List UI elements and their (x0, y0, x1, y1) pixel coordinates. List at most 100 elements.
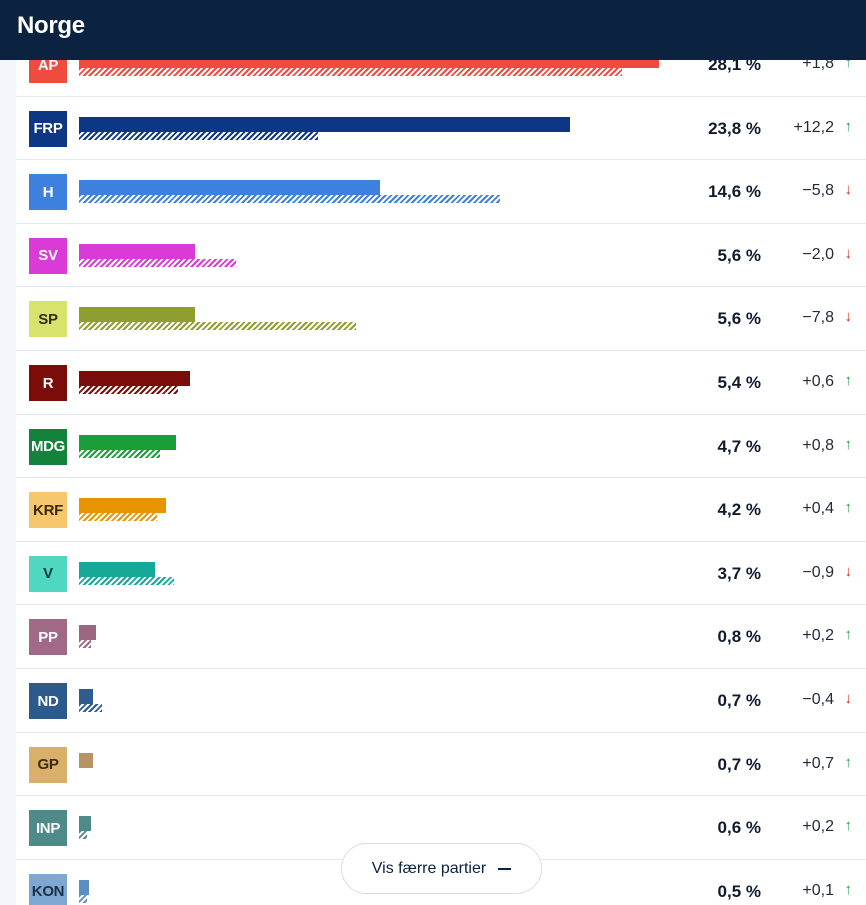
change-value: +0,1 (802, 881, 834, 899)
party-row-gp: GP 0,7 % +0,7 ↑ (16, 733, 866, 797)
arrow-up-icon: ↑ (844, 817, 853, 835)
current-result-bar (79, 816, 92, 832)
change-value: +12,2 (793, 118, 834, 136)
current-result-bar (79, 625, 96, 641)
party-row-krf: KRF 4,2 % +0,4 ↑ (16, 478, 866, 542)
party-bars (79, 307, 719, 333)
party-bars (79, 371, 719, 397)
party-bars (79, 816, 719, 842)
arrow-down-icon: ↓ (844, 562, 853, 580)
change-value: +0,2 (802, 627, 834, 645)
party-bars (79, 561, 719, 588)
party-badge: KRF (29, 492, 67, 529)
party-row-pp: PP 0,8 % +0,2 ↑ (16, 605, 866, 669)
change-value: −2,0 (802, 245, 834, 263)
vote-percent: 0,7 % (717, 754, 761, 774)
arrow-down-icon: ↓ (844, 308, 853, 326)
party-badge: H (29, 174, 67, 211)
previous-result-bar (79, 68, 622, 76)
party-row-r: R 5,4 % +0,6 ↑ (16, 351, 866, 415)
party-row-sp: SP 5,6 % −7,8 ↓ (16, 287, 866, 351)
party-badge: ND (29, 683, 67, 719)
party-badge: R (29, 365, 67, 401)
previous-result-bar (79, 322, 356, 331)
party-badge: MDG (29, 428, 67, 465)
party-bars (79, 752, 719, 779)
previous-result-bar (79, 258, 236, 267)
current-result-bar (79, 879, 90, 895)
arrow-up-icon: ↑ (844, 753, 853, 771)
party-badge: GP (29, 746, 67, 783)
vote-percent: 4,7 % (717, 436, 761, 456)
vote-percent: 4,2 % (717, 500, 761, 520)
party-bars (79, 116, 719, 143)
previous-result-bar (79, 894, 88, 903)
party-row-kon: KON 0,5 % +0,1 ↑ (16, 860, 866, 905)
current-result-bar (79, 116, 571, 132)
current-result-bar (79, 689, 94, 704)
party-bars (79, 180, 719, 206)
party-badge: SP (29, 301, 67, 338)
arrow-up-icon: ↑ (844, 372, 853, 389)
current-result-bar (79, 561, 156, 577)
arrow-up-icon: ↑ (844, 435, 853, 453)
previous-result-bar (79, 195, 501, 204)
party-bars (79, 689, 719, 715)
vote-percent: 0,6 % (717, 818, 761, 838)
current-result-bar (79, 180, 381, 196)
party-row-frp: FRP 23,8 % +12,2 ↑ (16, 97, 866, 161)
current-result-bar (79, 434, 177, 450)
arrow-up-icon: ↑ (844, 880, 853, 898)
previous-result-bar (79, 831, 88, 840)
change-value: −0,9 (802, 563, 834, 581)
current-result-bar (79, 371, 191, 386)
arrow-up-icon: ↑ (844, 499, 853, 517)
show-fewer-parties-button[interactable]: Vis færre partier (341, 843, 542, 894)
show-fewer-parties-label: Vis færre partier (371, 859, 487, 877)
party-badge: KON (29, 873, 67, 905)
change-value: +0,8 (802, 436, 834, 454)
party-bars (79, 879, 719, 905)
previous-result-bar (79, 131, 319, 140)
party-badge: SV (29, 237, 67, 274)
previous-result-bar (79, 576, 174, 585)
party-bars (79, 434, 719, 461)
previous-result-bar (79, 386, 179, 394)
current-result-bar (79, 498, 166, 514)
party-badge: PP (29, 619, 67, 656)
vote-percent: 0,5 % (717, 881, 761, 901)
party-row-sv: SV 5,6 % −2,0 ↓ (16, 224, 866, 288)
arrow-up-icon: ↑ (844, 626, 853, 644)
party-row-v: V 3,7 % −0,9 ↓ (16, 542, 866, 606)
change-value: −7,8 (802, 309, 834, 327)
previous-result-bar (79, 449, 160, 458)
party-row-h: H 14,6 % −5,8 ↓ (16, 160, 866, 224)
previous-result-bar (79, 704, 102, 712)
change-value: −0,4 (802, 691, 834, 708)
party-badge: FRP (29, 110, 67, 147)
arrow-down-icon: ↓ (844, 244, 853, 262)
left-rail (0, 60, 16, 905)
party-row-nd: ND 0,7 % −0,4 ↓ (16, 669, 866, 733)
arrow-up-icon: ↑ (844, 117, 853, 135)
vote-percent: 5,4 % (717, 373, 761, 392)
party-bars (79, 498, 719, 524)
party-bars (79, 625, 719, 651)
previous-result-bar (79, 640, 92, 649)
arrow-up-icon: ↑ (844, 54, 853, 71)
vote-percent: 5,6 % (717, 245, 761, 265)
minus-icon (498, 867, 512, 870)
vote-percent: 14,6 % (708, 182, 761, 202)
party-bars (79, 243, 719, 270)
party-row-mdg: MDG 4,7 % +0,8 ↑ (16, 415, 866, 479)
previous-result-bar (79, 513, 158, 522)
header: Norge (0, 0, 866, 60)
party-badge: V (29, 555, 67, 592)
change-value: +0,2 (802, 818, 834, 836)
vote-percent: 23,8 % (708, 118, 761, 138)
arrow-down-icon: ↓ (844, 690, 853, 707)
current-result-bar (79, 307, 195, 323)
party-badge: INP (29, 810, 67, 847)
change-value: +0,6 (802, 373, 834, 390)
vote-percent: 0,8 % (717, 627, 761, 647)
